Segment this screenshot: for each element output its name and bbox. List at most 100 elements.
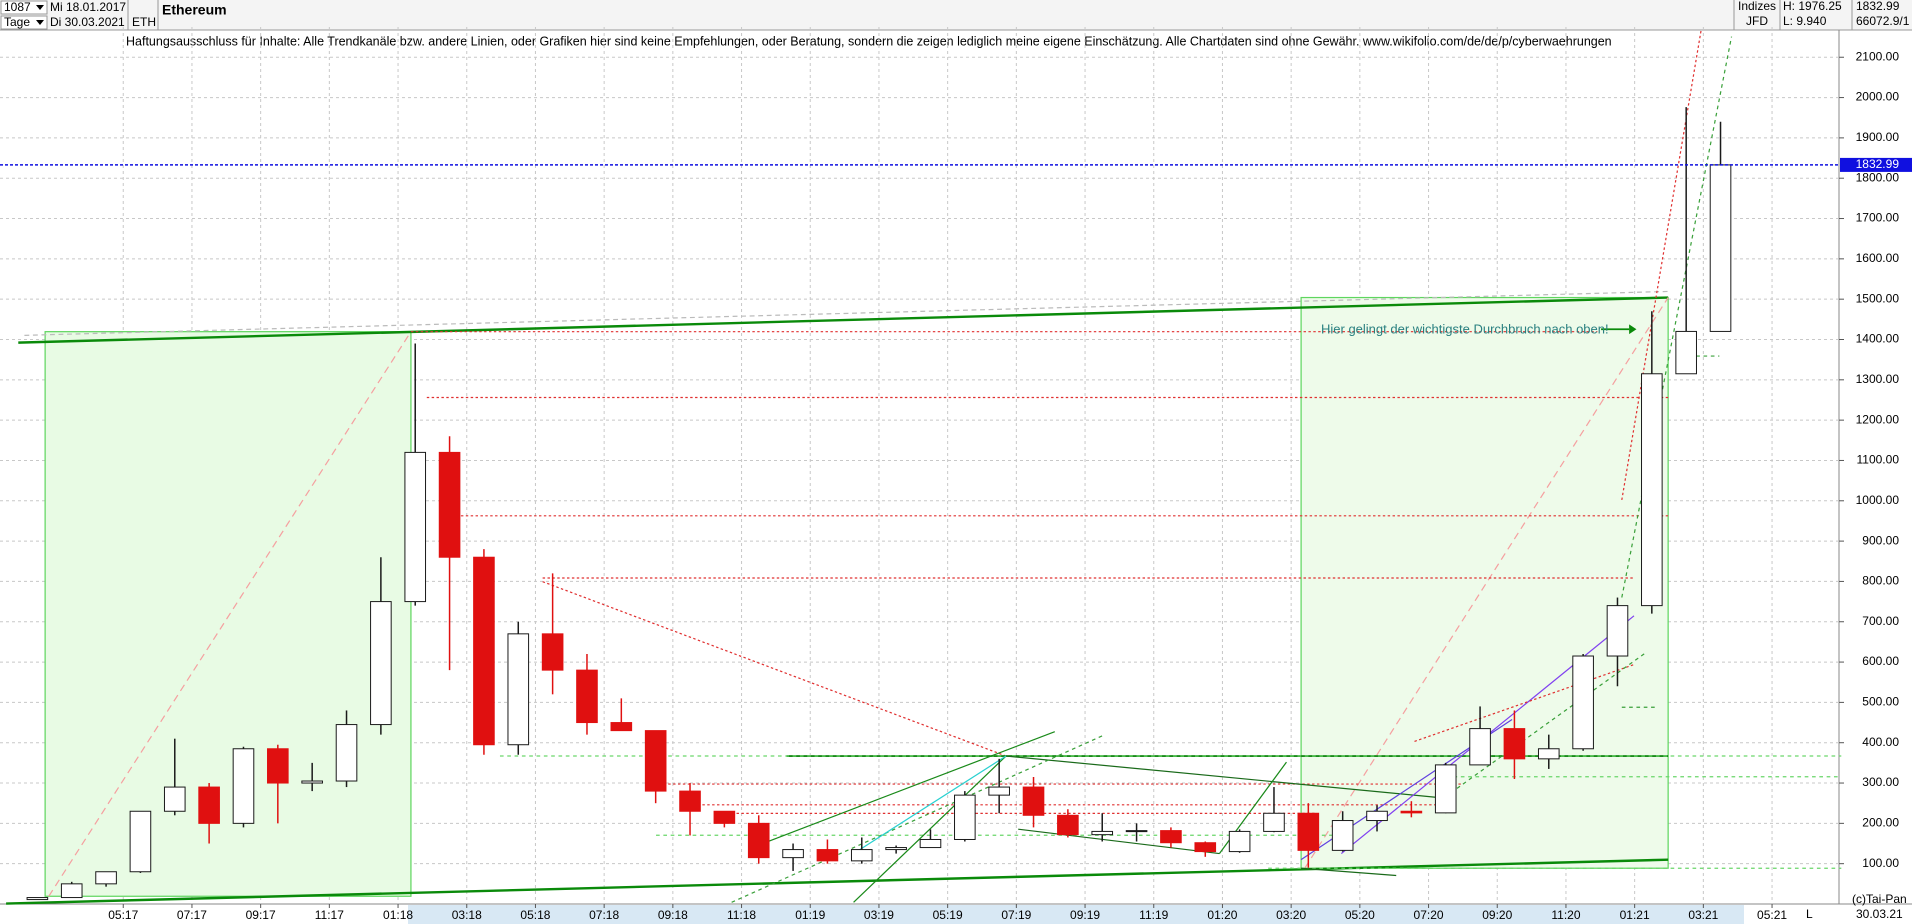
candle-body <box>507 633 530 746</box>
x-tick-label: 07:17 <box>177 908 207 922</box>
date-from: Mi 18.01.2017 <box>50 0 126 14</box>
copyright: (c)Tai-Pan <box>1852 892 1907 906</box>
y-tick-label: 800.00 <box>1862 574 1899 588</box>
candle-body <box>576 669 598 724</box>
x-tick-label: 05:19 <box>933 908 963 922</box>
x-tick-label: 01:19 <box>795 908 825 922</box>
candle-body <box>1331 820 1354 851</box>
candle-body <box>1469 728 1491 766</box>
x-tick-label: 11:17 <box>315 908 344 922</box>
candle-body <box>1503 728 1526 760</box>
candle-body <box>1537 748 1560 760</box>
candle-body <box>1125 830 1148 833</box>
last-price-label: 1832.99 <box>1856 157 1900 171</box>
candle-body <box>1366 810 1388 822</box>
x-tick-label: 09:17 <box>246 908 276 922</box>
candle-body <box>1057 814 1079 836</box>
candle-body <box>954 794 976 840</box>
header-bar <box>0 0 1912 30</box>
candle-body <box>1160 830 1182 844</box>
y-tick-label: 100.00 <box>1862 856 1899 870</box>
x-tick-label: 11:19 <box>1139 908 1168 922</box>
candle-body <box>1297 812 1320 851</box>
trend-line <box>768 731 1055 842</box>
y-tick-label: 900.00 <box>1862 533 1899 547</box>
candle-body <box>301 780 323 784</box>
candle-body <box>1434 764 1457 814</box>
x-tick-label: 03:18 <box>452 908 482 922</box>
x-tick-label: 07:18 <box>589 908 619 922</box>
x-tick-label: 09:19 <box>1070 908 1100 922</box>
candle-body <box>1022 786 1045 816</box>
candle-body <box>713 810 736 824</box>
candle-body <box>26 897 49 901</box>
date-to: Di 30.03.2021 <box>50 15 125 29</box>
period-box[interactable] <box>0 15 48 30</box>
candle-body <box>919 838 942 849</box>
y-tick-label: 300.00 <box>1862 775 1899 789</box>
y-tick-label: 1600.00 <box>1856 251 1900 265</box>
trend-line <box>1005 755 1452 800</box>
y-tick-label: 500.00 <box>1862 695 1899 709</box>
x-tick-label: 05:17 <box>108 908 138 922</box>
x-tick-label: 01:20 <box>1207 908 1237 922</box>
market: Indizes <box>1738 0 1776 13</box>
x-tick-label: 11:20 <box>1551 908 1580 922</box>
y-tick-label: 2100.00 <box>1856 49 1900 63</box>
last-price-box <box>1840 157 1912 172</box>
y-tick-label: 1400.00 <box>1856 332 1900 346</box>
y-tick-label: 1200.00 <box>1856 412 1900 426</box>
candle-body <box>679 790 701 812</box>
last-price: 1832.99 <box>1856 0 1900 13</box>
arrow-head <box>1629 324 1637 335</box>
trend-line <box>24 290 1669 336</box>
y-tick-label: 1000.00 <box>1856 493 1900 507</box>
low: L: 9.940 <box>1783 14 1827 28</box>
high: H: 1976.25 <box>1783 0 1842 13</box>
trend-line <box>853 755 1007 855</box>
period: Tage <box>4 15 30 29</box>
x-tick-label: 05:21 <box>1757 908 1787 922</box>
candle-body <box>1194 842 1217 853</box>
trend-line <box>1018 828 1220 855</box>
candle-body <box>1400 810 1423 814</box>
trend-line <box>1304 297 1669 869</box>
y-tick-label: 1800.00 <box>1856 170 1900 184</box>
y-tick-label: 700.00 <box>1862 614 1899 628</box>
trend-line <box>48 331 412 897</box>
candle-body <box>782 849 804 859</box>
candle-body <box>232 748 255 824</box>
y-tick-label: 1500.00 <box>1856 291 1900 305</box>
y-tick-label: 600.00 <box>1862 654 1899 668</box>
trend-line <box>1621 36 1733 598</box>
x-tick-label: 09:18 <box>658 908 688 922</box>
x-tick-label: 01:21 <box>1620 908 1650 922</box>
count: 1087 <box>4 0 31 14</box>
y-tick-label: 1100.00 <box>1857 453 1900 467</box>
disclaimer: Haftungsausschluss für Inhalte: Alle Tre… <box>126 34 1612 48</box>
candle-body <box>404 451 427 603</box>
y-tick-label: 1300.00 <box>1856 372 1900 386</box>
y-tick-label: 1900.00 <box>1856 130 1900 144</box>
x-tick-label: 03:20 <box>1276 908 1306 922</box>
x-axis-band <box>408 905 1744 924</box>
candle-body <box>816 849 839 862</box>
candle-body <box>1091 830 1114 836</box>
source: JFD <box>1746 14 1768 28</box>
x-tick-label: 05:20 <box>1345 908 1375 922</box>
count-box[interactable] <box>0 0 48 15</box>
trend-line <box>1621 30 1702 501</box>
candle-body <box>1606 605 1629 657</box>
y-tick-label: 400.00 <box>1862 735 1899 749</box>
x-tick-label: 11:18 <box>727 908 756 922</box>
trend-line <box>18 296 1669 344</box>
x-tick-label: 03:19 <box>864 908 894 922</box>
candle-body <box>335 724 358 782</box>
end-date: 30.03.21 <box>1856 907 1903 921</box>
x-tick-label: 01:18 <box>383 908 413 922</box>
y-tick-label: 1700.00 <box>1856 211 1900 225</box>
trend-line <box>853 755 1007 903</box>
candle-body <box>644 730 667 792</box>
